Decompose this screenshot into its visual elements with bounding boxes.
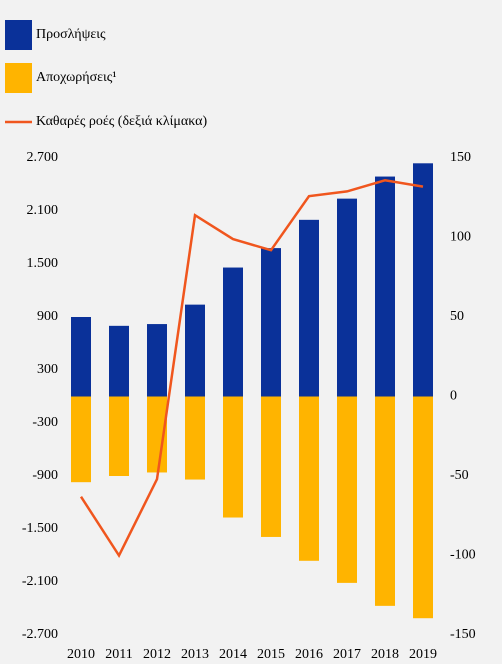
- bar: [71, 317, 91, 397]
- y-tick-label: -2.700: [22, 627, 58, 642]
- bar: [185, 396, 205, 480]
- x-tick-label: 2011: [105, 647, 132, 662]
- bar: [375, 396, 395, 606]
- y2-tick-label: -100: [450, 548, 476, 563]
- y2-tick-label: 100: [450, 230, 471, 245]
- x-tick-label: 2017: [333, 647, 361, 662]
- bar: [71, 396, 91, 483]
- bar: [147, 324, 167, 397]
- legend-swatch: [5, 63, 32, 93]
- y-tick-label: -900: [32, 468, 58, 483]
- bar: [375, 176, 395, 397]
- x-tick-label: 2010: [67, 647, 95, 662]
- bar: [337, 198, 357, 397]
- bar: [413, 163, 433, 397]
- y-tick-label: 2.700: [27, 150, 59, 165]
- y2-tick-label: -150: [450, 627, 476, 642]
- legend-swatch: [5, 20, 32, 50]
- y-tick-label: 900: [37, 309, 58, 324]
- x-tick-label: 2019: [409, 647, 437, 662]
- y-tick-label: 1.500: [27, 256, 59, 271]
- line: [79, 178, 424, 559]
- bar: [337, 396, 357, 583]
- y-tick-label: -300: [32, 415, 58, 430]
- y2-tick-label: -50: [450, 468, 469, 483]
- bar: [299, 219, 319, 397]
- y2-tick-label: 50: [450, 309, 464, 324]
- legend-label: Καθαρές ροές (δεξιά κλίμακα): [36, 114, 207, 129]
- y-tick-label: 2.100: [27, 203, 59, 218]
- x-tick-label: 2018: [371, 647, 399, 662]
- y-tick-label: -1.500: [22, 521, 58, 536]
- bar: [413, 396, 433, 619]
- y-tick-label: 300: [37, 362, 58, 377]
- bar: [261, 396, 281, 537]
- bar: [109, 396, 129, 476]
- bar: [223, 267, 243, 397]
- bar: [223, 396, 243, 518]
- bar: [147, 396, 167, 473]
- bar: [185, 304, 205, 397]
- x-tick-label: 2012: [143, 647, 171, 662]
- bar: [261, 248, 281, 397]
- legend-label: Προσλήψεις: [36, 27, 106, 42]
- x-tick-label: 2016: [295, 647, 323, 662]
- x-tick-label: 2014: [219, 647, 247, 662]
- legend-label: Αποχωρήσεις¹: [36, 70, 117, 85]
- x-tick-label: 2015: [257, 647, 285, 662]
- x-tick-label: 2013: [181, 647, 209, 662]
- y2-tick-label: 0: [450, 389, 457, 404]
- bar: [109, 325, 129, 397]
- y2-tick-label: 150: [450, 150, 471, 165]
- bar: [299, 396, 319, 561]
- y-tick-label: -2.100: [22, 574, 58, 589]
